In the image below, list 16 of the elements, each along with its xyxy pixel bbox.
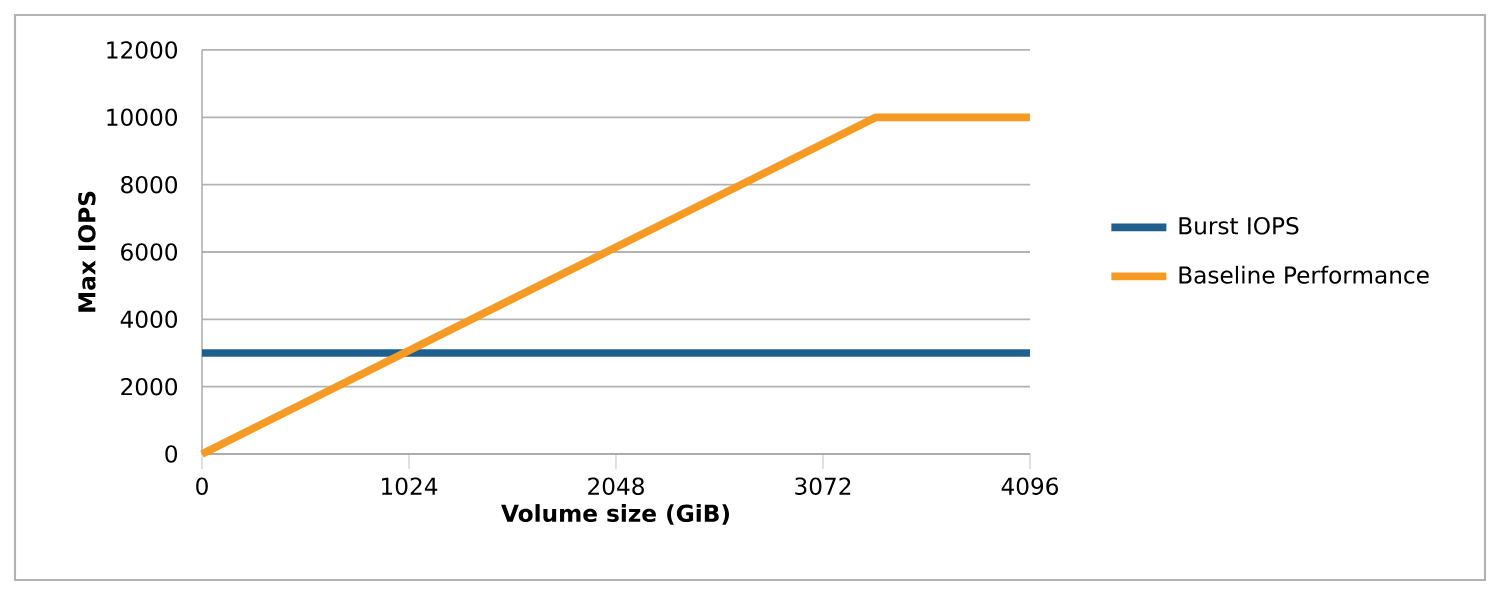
legend-label: Baseline Performance bbox=[1179, 265, 1429, 284]
y-tick-label: 12000 bbox=[107, 41, 178, 59]
y-tick-label: 4000 bbox=[120, 310, 178, 329]
y-tick-label: 0 bbox=[165, 445, 178, 463]
x-tick-label: 2048 bbox=[588, 477, 644, 495]
y-tick-label: 10000 bbox=[107, 108, 178, 127]
y-tick-label: 2000 bbox=[121, 377, 178, 396]
y-tick-label: 8000 bbox=[121, 175, 178, 194]
x-tick-label: 3072 bbox=[795, 477, 851, 495]
x-tick-label: 4096 bbox=[1001, 477, 1059, 495]
y-tick-label: 6000 bbox=[121, 243, 178, 261]
x-axis-title: Volume size (GiB) bbox=[501, 504, 729, 525]
x-tick-label: 1024 bbox=[382, 477, 438, 495]
y-axis-title: Max IOPS bbox=[78, 191, 96, 312]
legend-label: Burst IOPS bbox=[1179, 217, 1299, 235]
x-tick-label: 0 bbox=[196, 477, 208, 495]
